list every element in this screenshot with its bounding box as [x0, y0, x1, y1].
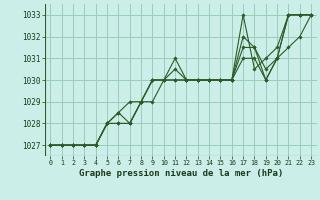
X-axis label: Graphe pression niveau de la mer (hPa): Graphe pression niveau de la mer (hPa) [79, 169, 283, 178]
